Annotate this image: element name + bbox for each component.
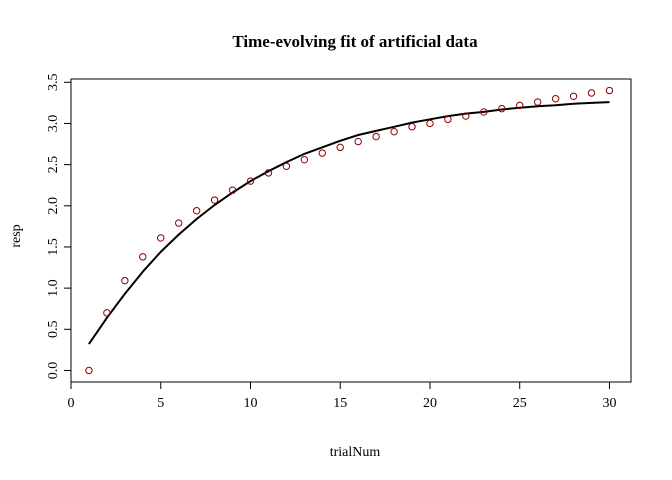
x-tick-label: 15 [333, 396, 347, 411]
y-axis: 0.0 0.5 1.0 1.5 2.0 2.5 3.0 3.5 [46, 74, 72, 380]
data-point [444, 115, 452, 124]
data-point [192, 207, 201, 215]
data-point [157, 234, 165, 242]
x-tick-label: 30 [602, 396, 616, 411]
data-point [210, 196, 219, 204]
data-point [605, 86, 614, 95]
y-axis-label: resp [9, 224, 24, 247]
data-point [533, 98, 542, 106]
y-tick-label: 0.0 [46, 362, 61, 380]
data-point [264, 169, 273, 177]
data-point [228, 186, 237, 194]
data-point [426, 119, 434, 128]
plot-frame [70, 78, 632, 383]
x-axis-label: trialNum [330, 445, 381, 460]
y-tick-label: 1.0 [46, 279, 61, 297]
data-point [408, 123, 416, 131]
data-points [85, 86, 614, 375]
y-tick-label: 3.0 [46, 115, 61, 133]
data-point [121, 277, 129, 285]
data-point [318, 149, 326, 157]
data-point [300, 155, 309, 164]
x-axis: 0 5 10 15 20 25 30 [68, 381, 616, 411]
data-point [498, 104, 506, 113]
data-point [480, 108, 488, 116]
fit-line-series [88, 101, 610, 345]
x-tick-label: 10 [243, 396, 257, 411]
x-tick-label: 0 [68, 396, 75, 411]
x-tick-label: 25 [513, 396, 527, 411]
x-tick-label: 20 [423, 396, 437, 411]
y-tick-label: 0.5 [46, 321, 61, 339]
data-point [336, 143, 344, 152]
y-tick-label: 1.5 [46, 238, 61, 256]
data-point [103, 309, 111, 317]
data-point [551, 95, 560, 103]
y-tick-label: 2.5 [46, 156, 61, 174]
data-point [174, 219, 183, 227]
data-point [85, 366, 93, 375]
data-point [587, 89, 596, 97]
x-tick-label: 5 [157, 396, 164, 411]
data-point [354, 137, 362, 146]
data-point [246, 177, 255, 185]
data-point [282, 162, 291, 170]
y-tick-label: 2.0 [46, 197, 61, 215]
fit-line [88, 101, 610, 345]
data-point [390, 127, 398, 136]
data-point [462, 112, 470, 120]
data-point [516, 101, 524, 110]
data-point [569, 92, 578, 100]
data-point [139, 253, 147, 261]
y-tick-label: 3.5 [46, 74, 61, 92]
chart-title: Time-evolving fit of artificial data [232, 32, 478, 51]
data-point [372, 132, 380, 141]
